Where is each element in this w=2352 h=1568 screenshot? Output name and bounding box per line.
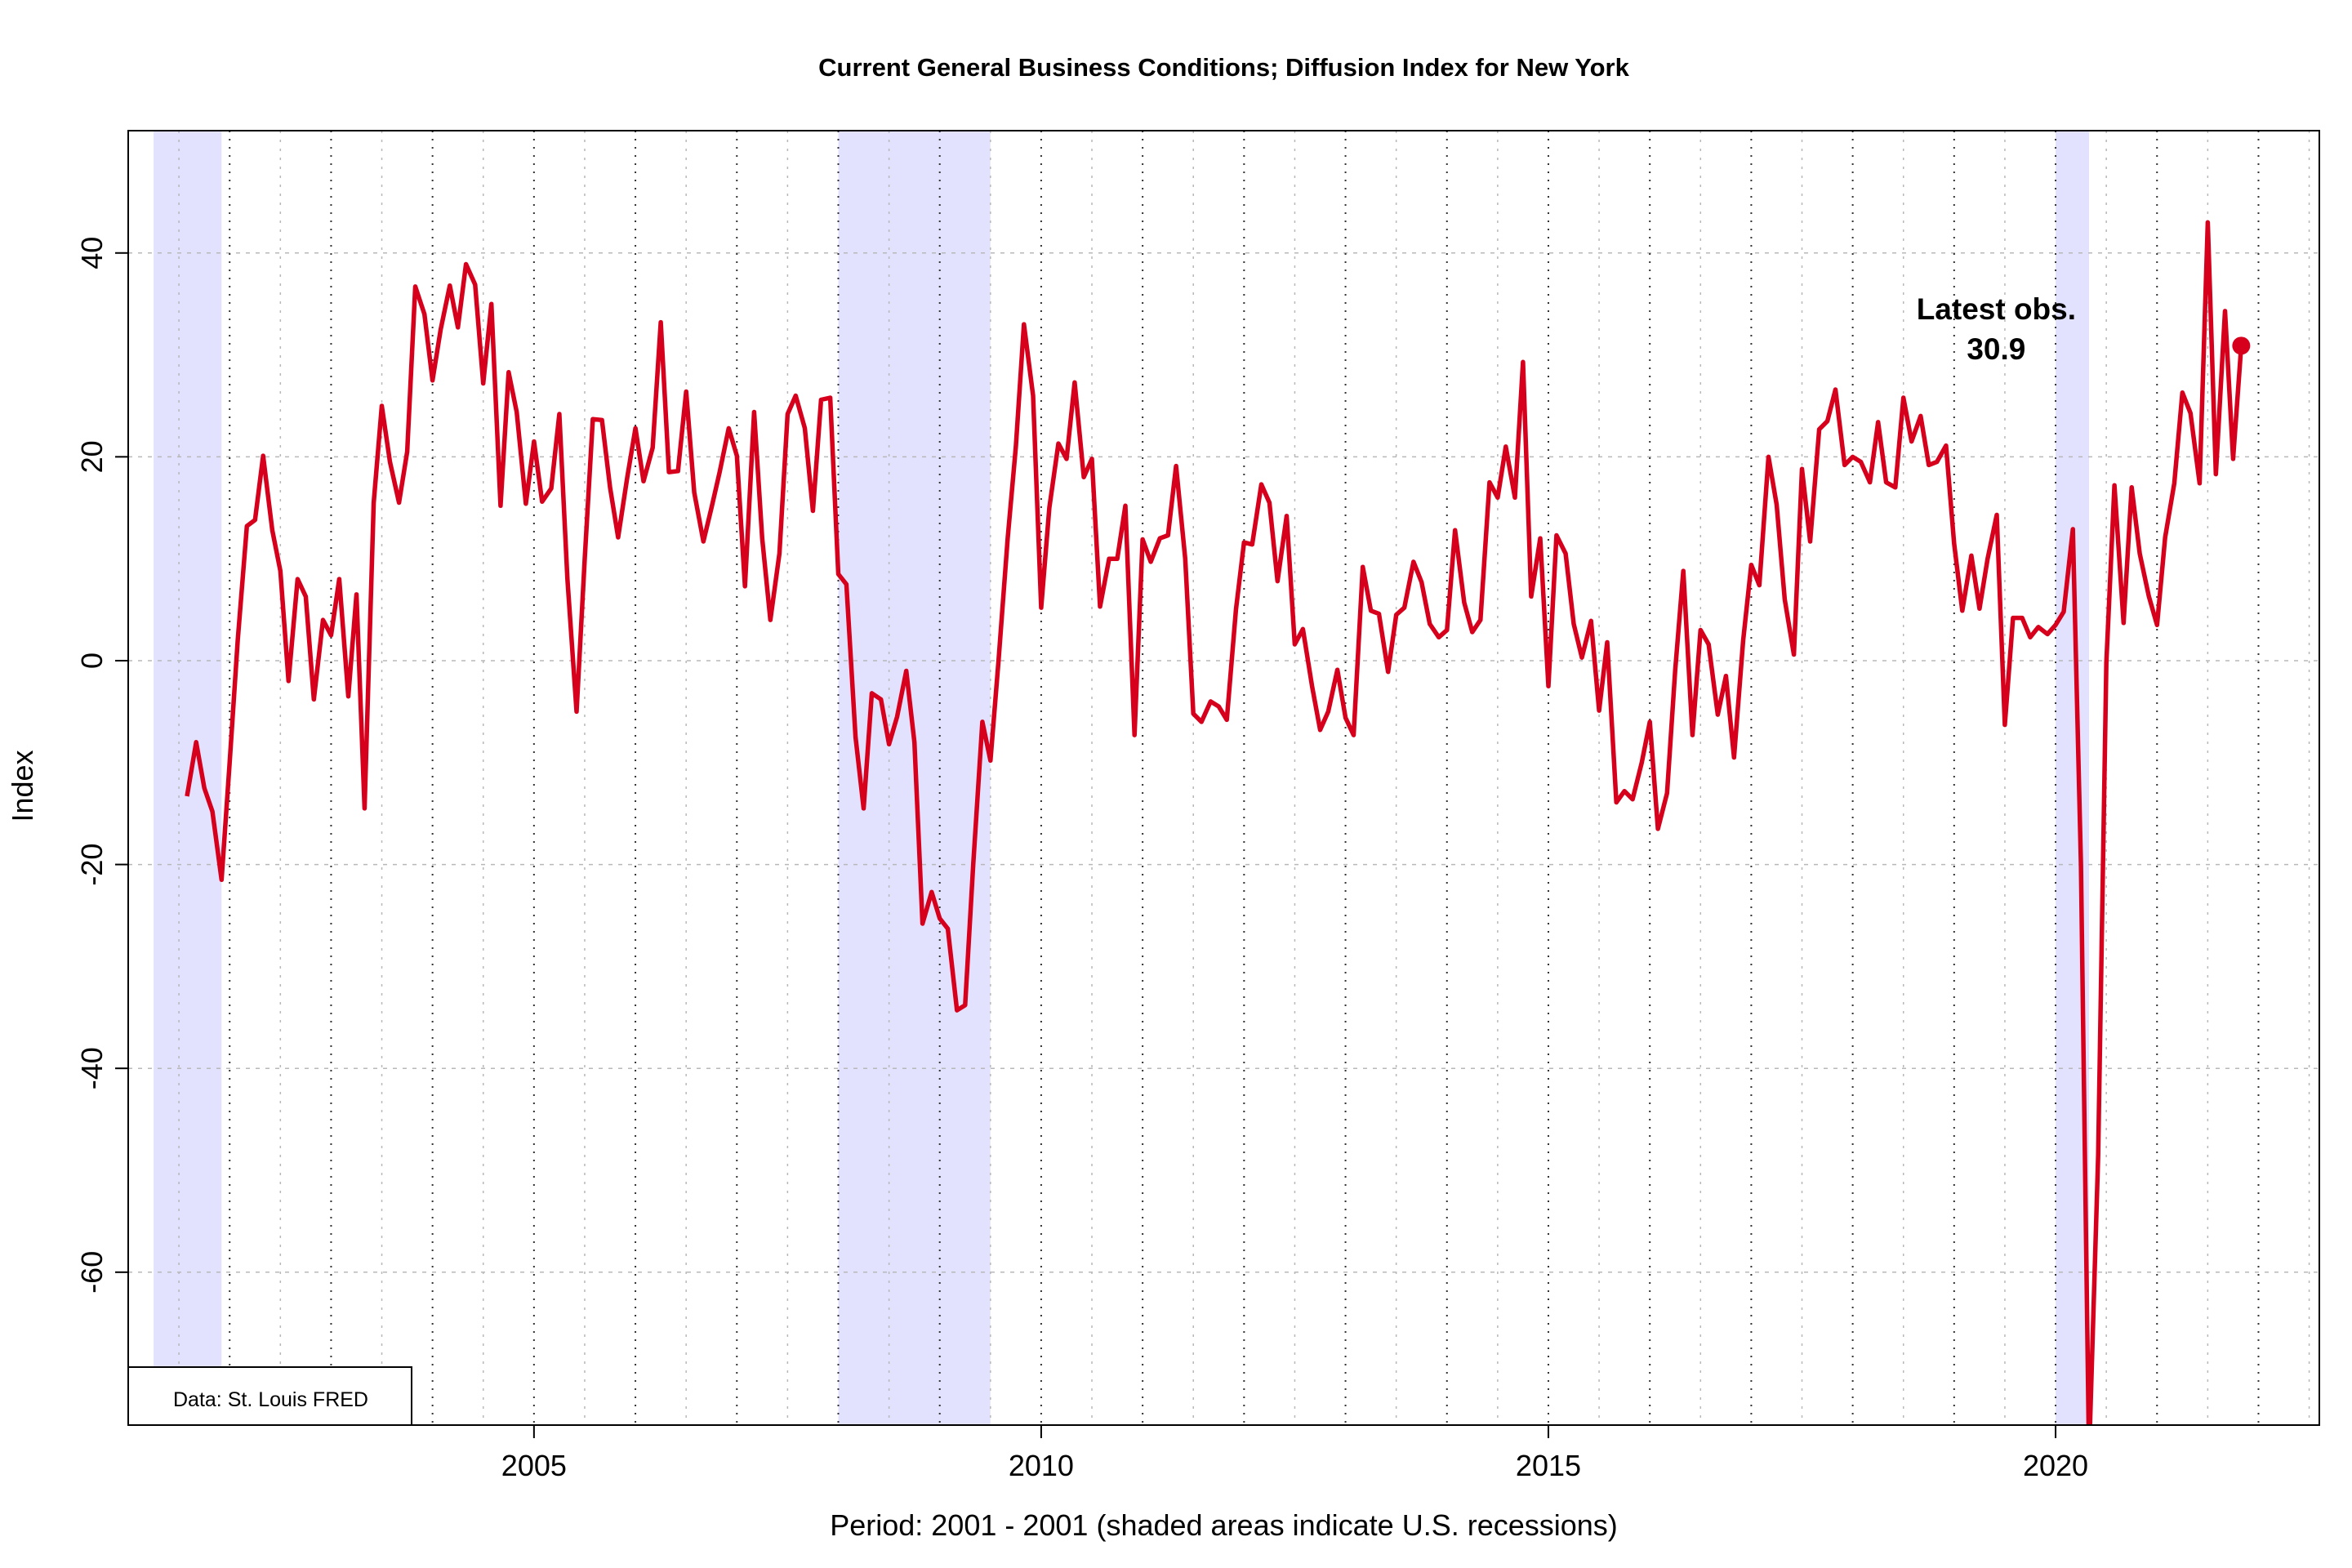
source-label: Data: St. Louis FRED [173, 1388, 368, 1411]
y-tick-label: 20 [75, 440, 109, 473]
x-tick-label: 2005 [501, 1449, 567, 1482]
series-layer [185, 220, 2244, 1425]
y-tick-label: -20 [75, 844, 109, 886]
series-line-1 [185, 220, 2244, 1425]
y-axis-label: Index [6, 750, 39, 822]
source-box: Data: St. Louis FRED [127, 1366, 412, 1426]
y-tick-label: -40 [75, 1047, 109, 1089]
plot-frame [127, 130, 2320, 1426]
latest-obs-value: 30.9 [1967, 332, 2025, 366]
axes: 2005 2010 2015 2020 40 20 0 -20 -40 -60 [75, 237, 2088, 1482]
chart-title: Current General Business Conditions; Dif… [818, 53, 1629, 82]
x-tick-label: 2020 [2023, 1449, 2088, 1482]
x-tick-label: 2010 [1009, 1449, 1074, 1482]
y-tick-label: 0 [75, 653, 109, 669]
x-axis-label: Period: 2001 - 2001 (shaded areas indica… [830, 1508, 1618, 1542]
source-box-frame [127, 1366, 412, 1426]
y-tick-label: -60 [75, 1251, 109, 1294]
x-tick-label: 2015 [1516, 1449, 1581, 1482]
y-tick-label: 40 [75, 237, 109, 270]
latest-obs-label: Latest obs. [1917, 292, 2076, 326]
latest-obs-point [2232, 336, 2251, 355]
recession-band-1 [154, 131, 222, 1425]
gridlines [127, 131, 2319, 1425]
